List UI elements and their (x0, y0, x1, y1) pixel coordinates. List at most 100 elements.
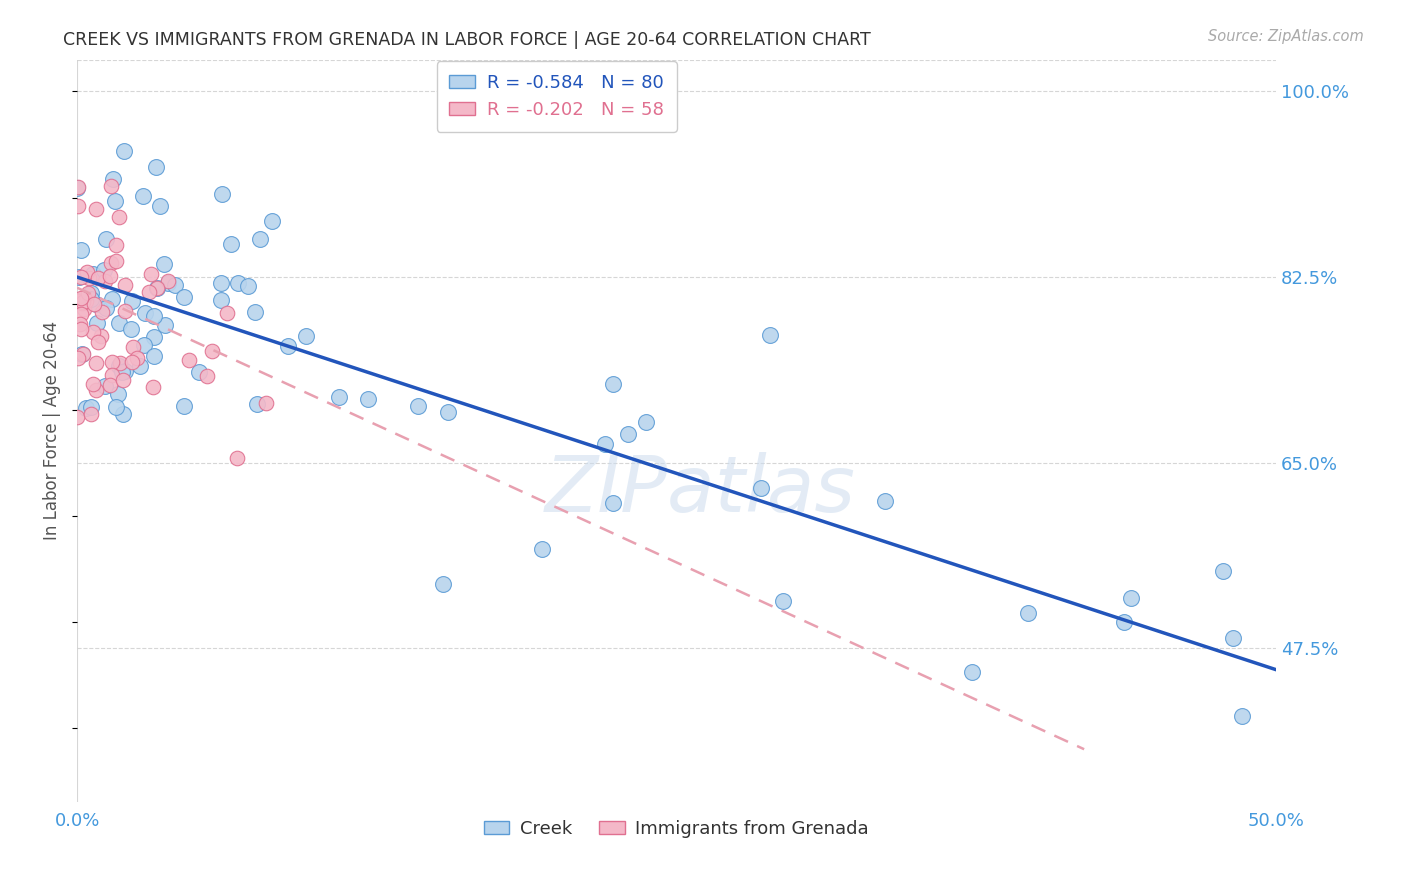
Point (98, 269, 121, 284)
Point (593, 437, 616, 451)
Point (201, 344, 224, 359)
Point (104, 400, 127, 414)
Point (602, 496, 624, 510)
Text: ZIPatlas: ZIPatlas (546, 452, 856, 528)
Point (108, 210, 131, 224)
Point (328, 390, 350, 404)
Point (86, 316, 108, 330)
Point (249, 232, 271, 246)
Point (219, 236, 242, 251)
Point (432, 576, 454, 591)
Point (602, 377, 624, 392)
Point (72, 347, 94, 361)
Point (114, 364, 136, 378)
Point (209, 293, 232, 307)
Point (134, 306, 156, 320)
Point (86, 335, 108, 350)
Point (1222, 632, 1244, 646)
Point (157, 274, 180, 288)
Point (357, 392, 380, 406)
Point (80, 407, 103, 421)
Point (107, 359, 129, 374)
Point (177, 353, 200, 368)
Point (107, 386, 129, 401)
Point (1017, 606, 1039, 620)
Point (94, 232, 117, 246)
Point (84, 356, 107, 370)
Point (72, 295, 94, 310)
Point (105, 253, 128, 268)
Point (406, 399, 429, 413)
Point (122, 340, 145, 354)
Point (277, 339, 299, 353)
Point (226, 450, 249, 465)
Point (100, 292, 122, 306)
Point (101, 368, 124, 383)
Legend: Creek, Immigrants from Grenada: Creek, Immigrants from Grenada (477, 813, 876, 846)
Point (72, 295, 94, 310)
Point (80, 286, 103, 301)
Point (114, 303, 136, 318)
Point (1232, 708, 1254, 723)
Point (146, 281, 169, 295)
Point (1112, 615, 1135, 630)
Point (105, 237, 128, 252)
Point (77, 271, 100, 285)
Point (93, 274, 115, 288)
Point (66, 180, 89, 194)
Point (84, 383, 107, 397)
Point (125, 351, 148, 365)
Point (143, 330, 166, 344)
Point (80, 292, 103, 306)
Point (66, 409, 89, 424)
Point (84, 202, 107, 217)
Point (112, 144, 135, 158)
Point (128, 359, 150, 374)
Point (149, 199, 172, 213)
Point (98, 377, 121, 392)
Point (94, 301, 117, 315)
Point (173, 290, 195, 304)
Point (83, 297, 105, 311)
Point (80, 400, 103, 414)
Point (960, 665, 983, 680)
Point (145, 281, 167, 295)
Point (87, 271, 110, 285)
Point (772, 593, 794, 607)
Point (67, 351, 90, 365)
Point (295, 328, 318, 343)
Point (142, 379, 165, 393)
Point (70, 293, 93, 308)
Point (209, 276, 232, 290)
Point (195, 368, 218, 383)
Point (188, 365, 211, 379)
Point (112, 407, 135, 421)
Point (82, 326, 104, 340)
Point (69, 270, 91, 285)
Point (101, 171, 124, 186)
Text: CREEK VS IMMIGRANTS FROM GRENADA IN LABOR FORCE | AGE 20-64 CORRELATION CHART: CREEK VS IMMIGRANTS FROM GRENADA IN LABO… (63, 31, 872, 49)
Point (254, 395, 277, 409)
Point (110, 365, 132, 379)
Point (617, 427, 640, 442)
Point (143, 309, 166, 323)
Point (91, 305, 114, 319)
Point (120, 321, 142, 335)
Point (82, 377, 104, 392)
Point (114, 278, 136, 293)
Point (111, 373, 134, 387)
Point (66, 293, 89, 308)
Point (749, 481, 772, 495)
Point (70, 291, 93, 305)
Point (238, 279, 260, 293)
Point (243, 304, 266, 318)
Point (215, 306, 238, 320)
Point (90, 328, 112, 343)
Text: Source: ZipAtlas.com: Source: ZipAtlas.com (1208, 29, 1364, 44)
Point (875, 494, 897, 508)
Point (93, 263, 115, 277)
Point (145, 160, 167, 174)
Point (156, 277, 179, 291)
Point (100, 256, 122, 270)
Point (69, 318, 91, 332)
